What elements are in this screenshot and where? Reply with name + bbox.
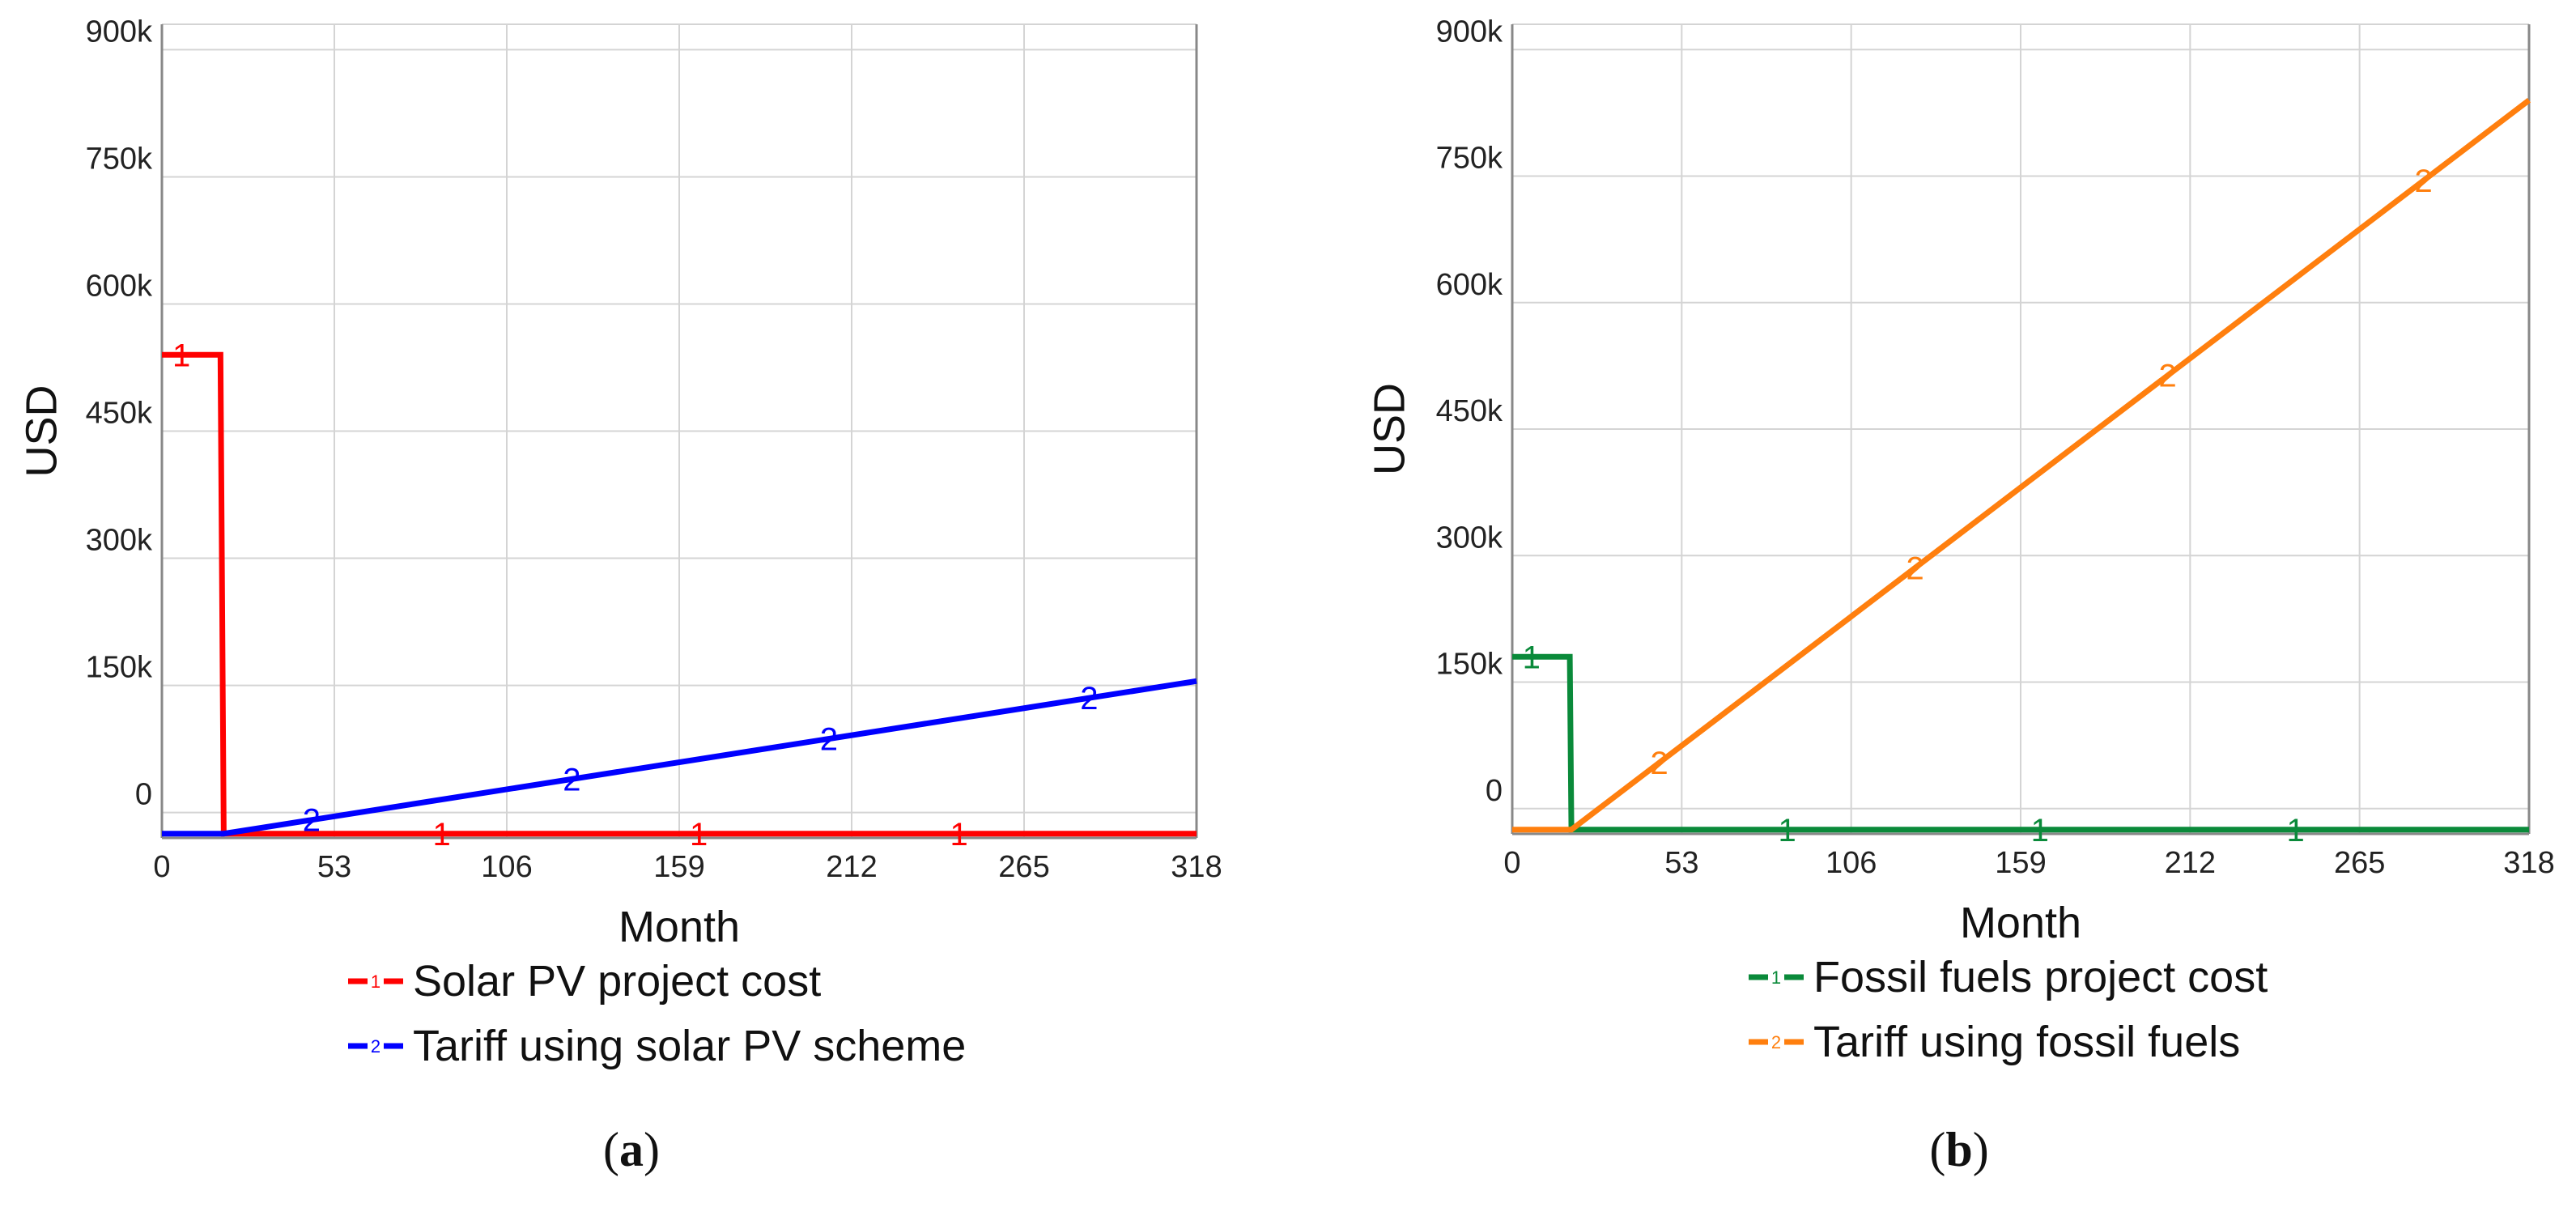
legend-marker: 2 (1771, 1032, 1781, 1052)
series-2-marker: 2 (1651, 746, 1668, 781)
x-tick-label: 53 (1664, 846, 1698, 880)
y-tick-label: 150k (86, 651, 153, 685)
x-tick-label: 53 (317, 850, 351, 884)
panel-label-open: ( (1929, 1123, 1945, 1176)
panel-label: (b) (1929, 1123, 1988, 1176)
series-line-1 (1512, 653, 2529, 833)
series-1-marker: 1 (432, 817, 450, 852)
series-1-marker: 1 (2287, 813, 2305, 848)
y-tick-label: 300k (1436, 521, 1503, 555)
legend-marker: 1 (371, 972, 380, 992)
series-line-2 (162, 678, 1197, 837)
series-1-marker: 1 (950, 817, 967, 852)
y-axis-title: USD (17, 385, 66, 477)
chart-panel-1: 0 53 106 159 212 265 3180150k300k450k600k750k9… (1365, 15, 2554, 1176)
panel-label-open: ( (603, 1123, 619, 1176)
series-2-marker: 2 (563, 762, 580, 797)
series-2-marker: 2 (820, 722, 838, 758)
y-tick-label: 300k (86, 524, 153, 558)
legend-entry-2: 2 Tariff using fossil fuels (1749, 1018, 2240, 1066)
x-tick-label: 106 (481, 850, 532, 884)
legend-entry-2: 2 Tariff using solar PV scheme (348, 1022, 966, 1070)
y-axis-title: USD (1365, 383, 1413, 475)
panel-label-letter: b (1945, 1123, 1972, 1176)
series-1-marker: 1 (1523, 640, 1541, 675)
y-tick-label: 600k (86, 269, 153, 303)
x-tick-label: 0 (153, 850, 170, 884)
legend-label: Tariff using fossil fuels (1813, 1018, 2240, 1066)
series-line-2 (1512, 97, 2531, 833)
legend-marker: 1 (1771, 967, 1781, 988)
x-tick-label: 0 (1503, 846, 1520, 880)
y-tick-label: 750k (1436, 142, 1503, 176)
series-line-1 (162, 351, 1197, 837)
y-tick-label: 450k (1436, 394, 1503, 428)
legend-label: Solar PV project cost (413, 957, 821, 1006)
chart-panel-0: 0 53 106 159 212 265 3180150k300k450k600k750k9… (17, 15, 1222, 1176)
y-tick-label: 900k (86, 15, 153, 49)
panel-label-close: ) (644, 1123, 660, 1176)
y-tick-label: 450k (86, 397, 153, 431)
x-tick-label: 318 (1171, 850, 1222, 884)
x-tick-label: 212 (2165, 846, 2216, 880)
x-axis-title: Month (1960, 899, 2081, 947)
series-2-marker: 2 (1080, 681, 1098, 716)
y-tick-label: 150k (1436, 648, 1503, 682)
x-tick-label: 212 (826, 850, 877, 884)
series-1-marker: 1 (172, 338, 190, 373)
panel-label-letter: a (619, 1123, 644, 1176)
x-tick-label: 265 (2334, 846, 2385, 880)
y-tick-label: 600k (1436, 268, 1503, 302)
series-2-marker: 2 (303, 803, 321, 839)
x-tick-label: 265 (998, 850, 1049, 884)
legend-marker: 2 (371, 1036, 380, 1057)
legend-entry-1: 1 Fossil fuels project cost (1749, 953, 2268, 1001)
x-tick-label: 159 (653, 850, 704, 884)
series-1-marker: 1 (690, 817, 708, 852)
legend-label: Tariff using solar PV scheme (413, 1022, 966, 1070)
series-2-marker: 2 (2415, 164, 2433, 199)
series-1-marker: 1 (2031, 813, 2049, 848)
series-1-marker: 1 (1779, 813, 1796, 848)
y-tick-label: 0 (1486, 774, 1503, 808)
y-tick-label: 900k (1436, 15, 1503, 49)
y-tick-label: 0 (135, 778, 152, 812)
series-2-marker: 2 (2159, 359, 2177, 394)
panel-label: (a) (603, 1123, 660, 1176)
x-tick-label: 106 (1826, 846, 1877, 880)
x-tick-label: 159 (1995, 846, 2046, 880)
legend-entry-1: 1 Solar PV project cost (348, 957, 821, 1006)
panel-label-close: ) (1973, 1123, 1989, 1176)
series-2-marker: 2 (1906, 551, 1924, 586)
x-axis-title: Month (618, 903, 740, 951)
legend-label: Fossil fuels project cost (1813, 953, 2268, 1001)
x-tick-label: 318 (2503, 846, 2554, 880)
y-tick-label: 750k (86, 142, 153, 176)
